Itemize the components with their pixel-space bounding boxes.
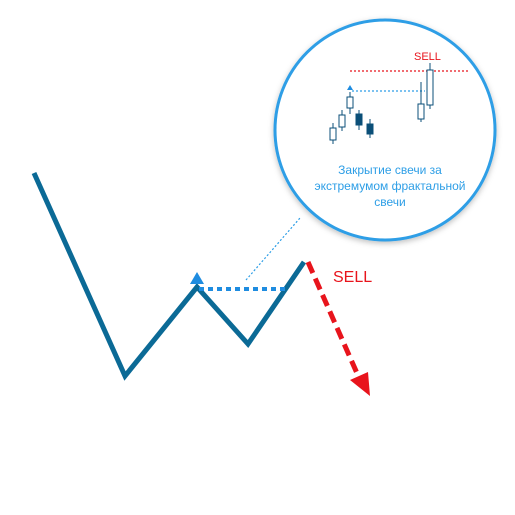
callout-text-line-1: Закрытие свечи за	[338, 163, 442, 177]
main-sell-label: SELL	[333, 269, 372, 286]
price-path	[31, 171, 307, 381]
callout-circle	[273, 18, 497, 242]
callout-text-line-3: свечи	[374, 195, 405, 209]
callout-pointer	[245, 217, 301, 281]
candle-body	[329, 127, 337, 141]
candle-body	[426, 69, 434, 106]
candle-body	[366, 123, 374, 135]
sell-arrow-shaft	[305, 260, 363, 382]
candle-body	[417, 103, 425, 120]
candle-body	[338, 114, 346, 128]
arrow-down-icon	[350, 372, 370, 396]
candle-body	[346, 96, 354, 109]
candle-body	[355, 113, 363, 126]
callout-bubble: SELL	[273, 18, 497, 242]
callout-sell-label: SELL	[414, 51, 441, 63]
callout-candles	[329, 63, 434, 144]
callout-triangle-up-icon	[347, 85, 353, 90]
triangle-up-icon	[190, 272, 204, 284]
callout-text-line-2: экстремумом фрактальной	[314, 179, 465, 193]
